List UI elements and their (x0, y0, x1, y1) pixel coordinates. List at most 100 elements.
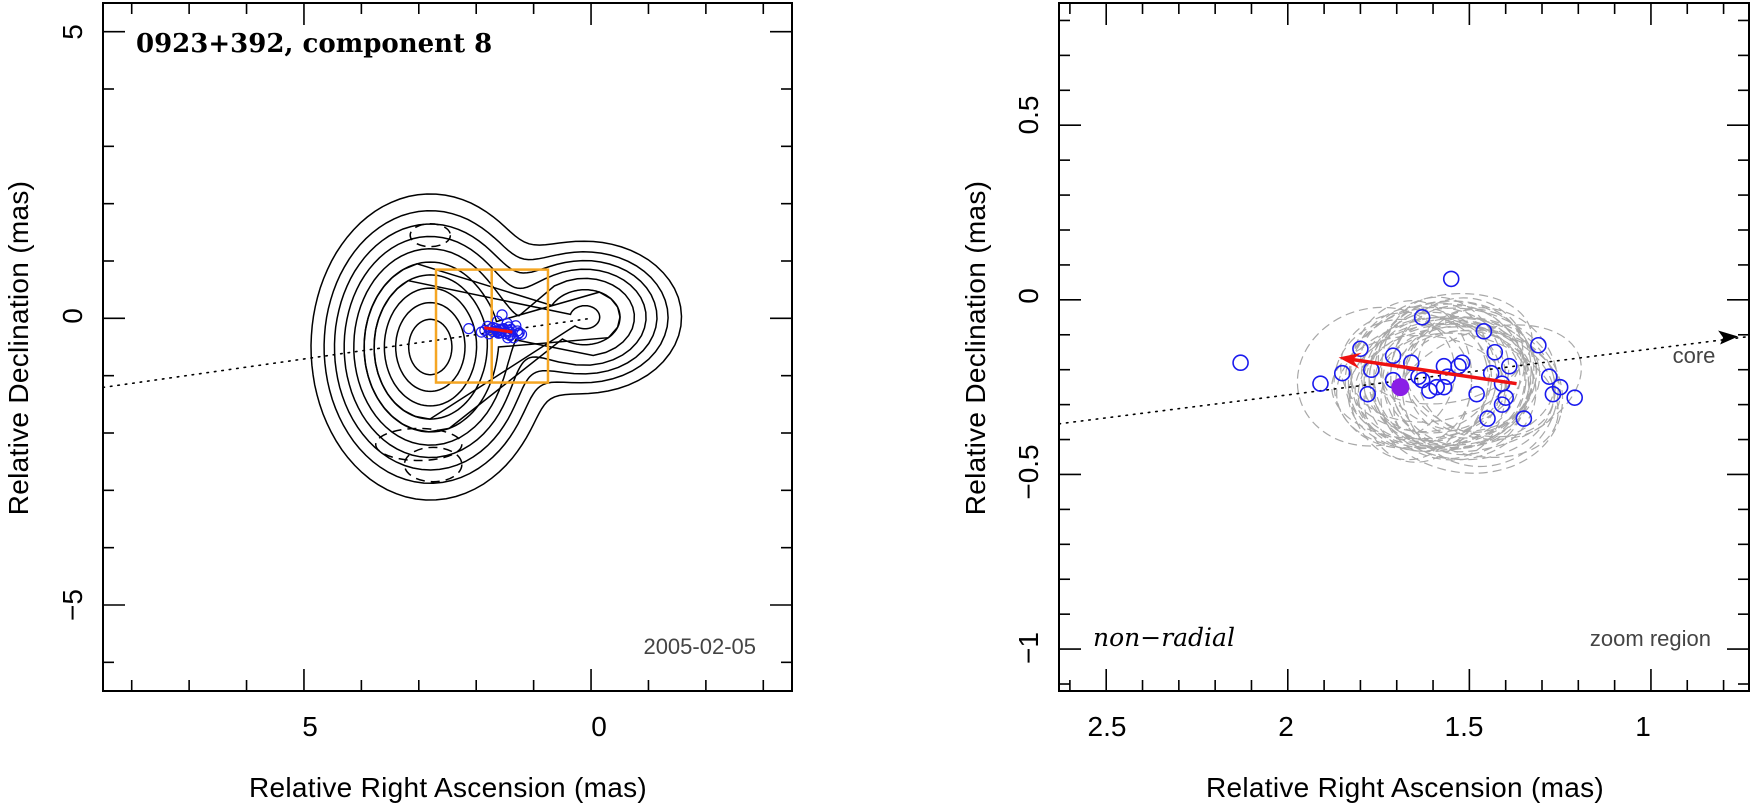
error-ellipse (1360, 292, 1533, 405)
error-ellipse (1363, 307, 1564, 474)
component-position (1333, 364, 1351, 382)
right-panel: core non−radial zoom region Relative Rig… (960, 2, 1750, 803)
motion-vector (1350, 357, 1517, 386)
negative-contour (409, 222, 452, 248)
left-ytick-label-0: 0 (57, 308, 88, 324)
left-xlabel: Relative Right Ascension (mas) (249, 772, 647, 803)
right-xtick-label-2: 2 (1278, 711, 1294, 742)
component-position (510, 320, 522, 332)
right-ytick-label-0.5: 0.5 (1013, 96, 1044, 135)
error-ellipse (1360, 316, 1530, 446)
contour-map (310, 193, 683, 501)
component-position (1551, 378, 1569, 396)
contour-level (353, 248, 636, 446)
component-position (1413, 309, 1431, 326)
component-position (1540, 368, 1558, 385)
right-ytick-label-neg0.5: −0.5 (1013, 444, 1044, 499)
component-position (515, 328, 528, 340)
component-position (1352, 340, 1369, 358)
component-position (1232, 354, 1249, 372)
component-position (1413, 371, 1431, 389)
non-radial-label: non−radial (1093, 623, 1235, 652)
error-ellipse (1373, 303, 1527, 450)
component-position (496, 309, 508, 321)
component-position (1384, 347, 1402, 365)
error-ellipse (1349, 300, 1524, 423)
component-position (1428, 378, 1445, 396)
error-ellipse (1296, 306, 1456, 447)
mean-position-marker (1391, 378, 1410, 397)
component-position (1402, 354, 1420, 372)
motion-vector (484, 326, 513, 334)
right-xtick-label-1: 1 (1635, 711, 1651, 742)
component-position (1479, 410, 1496, 427)
contour-level (333, 223, 658, 471)
error-ellipse (1404, 329, 1561, 440)
left-plot-area (103, 193, 683, 501)
contour-level (394, 301, 466, 393)
left-ytick-label-5: 5 (57, 24, 88, 40)
error-ellipse (1368, 311, 1498, 442)
component-position (487, 325, 499, 338)
component-position (1453, 354, 1471, 372)
negative-contour (403, 446, 463, 483)
error-ellipse (1350, 306, 1489, 452)
motion-vector-arrowhead (1338, 352, 1362, 369)
left-ytick-label-neg5: −5 (57, 589, 88, 621)
right-xtick-label-2.5: 2.5 (1088, 711, 1127, 742)
contour-level (407, 318, 453, 376)
component-position (463, 323, 475, 335)
right-ytick-label-neg1: −1 (1013, 632, 1044, 664)
left-panel: 0923+392, component 8 2005-02-05 Relativ… (3, 2, 793, 803)
contour-level (310, 193, 683, 501)
right-ylabel: Relative Declination (mas) (960, 181, 991, 516)
core-direction-arrowhead (1718, 330, 1739, 345)
left-xtick-label-5: 5 (302, 711, 318, 742)
error-ellipse (1393, 324, 1582, 453)
left-title: 0923+392, component 8 (136, 29, 492, 59)
error-ellipse (1382, 332, 1559, 459)
error-ellipse (1377, 300, 1537, 432)
error-ellipse (1403, 325, 1555, 438)
right-ticks (1059, 3, 1749, 691)
component-position (1530, 336, 1547, 354)
error-ellipse (1344, 306, 1510, 442)
core-label: core (1673, 343, 1716, 368)
component-position (1566, 389, 1583, 406)
negative-contours (374, 222, 463, 483)
component-position (1468, 385, 1485, 403)
component-position (1442, 270, 1460, 288)
contour-level (363, 263, 621, 433)
zoom-region-label: zoom region (1590, 626, 1711, 651)
component-position (1486, 343, 1504, 361)
left-ylabel: Relative Declination (mas) (3, 181, 34, 516)
component-position (1435, 378, 1453, 396)
contour-level (343, 235, 647, 459)
left-date-label: 2005-02-05 (643, 634, 756, 659)
contour-level (383, 287, 478, 407)
component-position (1450, 357, 1467, 375)
right-plot-frame (1058, 2, 1750, 692)
right-ytick-label-0: 0 (1013, 288, 1044, 304)
jet-axis-line (1059, 335, 1749, 425)
left-ticks (103, 3, 792, 691)
contour-level (373, 279, 601, 420)
jet-axis-line (103, 317, 592, 389)
component-position (1515, 410, 1533, 427)
negative-contour (374, 427, 463, 462)
component-position (512, 328, 524, 340)
right-xtick-label-1.5: 1.5 (1445, 711, 1484, 742)
component-position (513, 327, 525, 339)
component-position (1475, 322, 1493, 340)
component-position (1312, 375, 1329, 392)
error-ellipse (1363, 302, 1491, 463)
left-plot-frame (102, 2, 793, 692)
component-position (1359, 385, 1376, 403)
component-position (1439, 368, 1456, 385)
left-xtick-label-0: 0 (591, 711, 607, 742)
contour-level (323, 210, 669, 484)
right-plot-area (1059, 270, 1749, 474)
error-ellipse (1380, 330, 1537, 461)
right-xlabel: Relative Right Ascension (mas) (1206, 772, 1604, 803)
